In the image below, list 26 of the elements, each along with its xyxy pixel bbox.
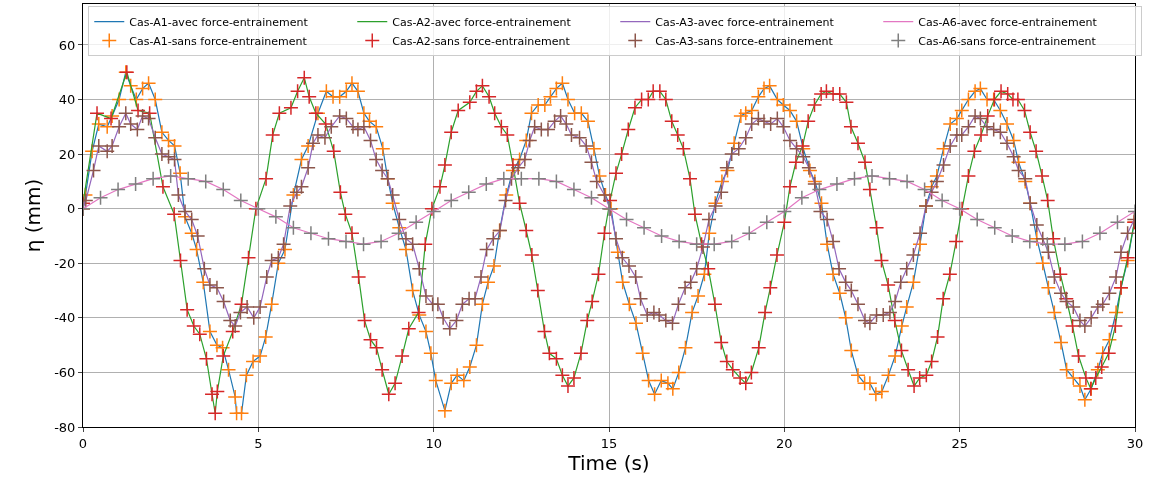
legend-label: Cas-A2-avec force-entrainement [392, 15, 572, 29]
y-axis-title: η (mm) [20, 178, 45, 253]
y-tick-label: -80 [54, 419, 76, 435]
legend-label: Cas-A2-sans force-entrainement [392, 34, 571, 48]
y-tick-label: 0 [67, 201, 76, 217]
x-tick-label: 25 [951, 435, 968, 451]
x-axis-title: Time (s) [567, 451, 650, 476]
legend-label: Cas-A6-sans force-entrainement [918, 34, 1097, 48]
legend-label: Cas-A1-avec force-entrainement [129, 15, 309, 29]
legend-label: Cas-A3-avec force-entrainement [655, 15, 835, 29]
x-tick-label: 20 [776, 435, 793, 451]
x-tick-label: 0 [78, 435, 88, 451]
legend-label: Cas-A6-avec force-entrainement [918, 15, 1098, 29]
x-tick-label: 10 [425, 435, 442, 451]
x-tick-label: 5 [254, 435, 263, 451]
y-tick-label: -40 [54, 310, 76, 326]
y-tick-label: 40 [58, 92, 76, 108]
x-tick-label: 30 [1126, 435, 1144, 451]
legend-label: Cas-A3-sans force-entrainement [655, 34, 834, 48]
y-tick-label: 60 [58, 37, 76, 53]
y-tick-label: -20 [54, 255, 76, 271]
x-tick-label: 15 [600, 435, 618, 451]
legend-label: Cas-A1-sans force-entrainement [129, 34, 308, 48]
line-series [83, 175, 1135, 245]
y-tick-label: 20 [58, 146, 76, 162]
y-tick-label: -60 [54, 364, 76, 380]
